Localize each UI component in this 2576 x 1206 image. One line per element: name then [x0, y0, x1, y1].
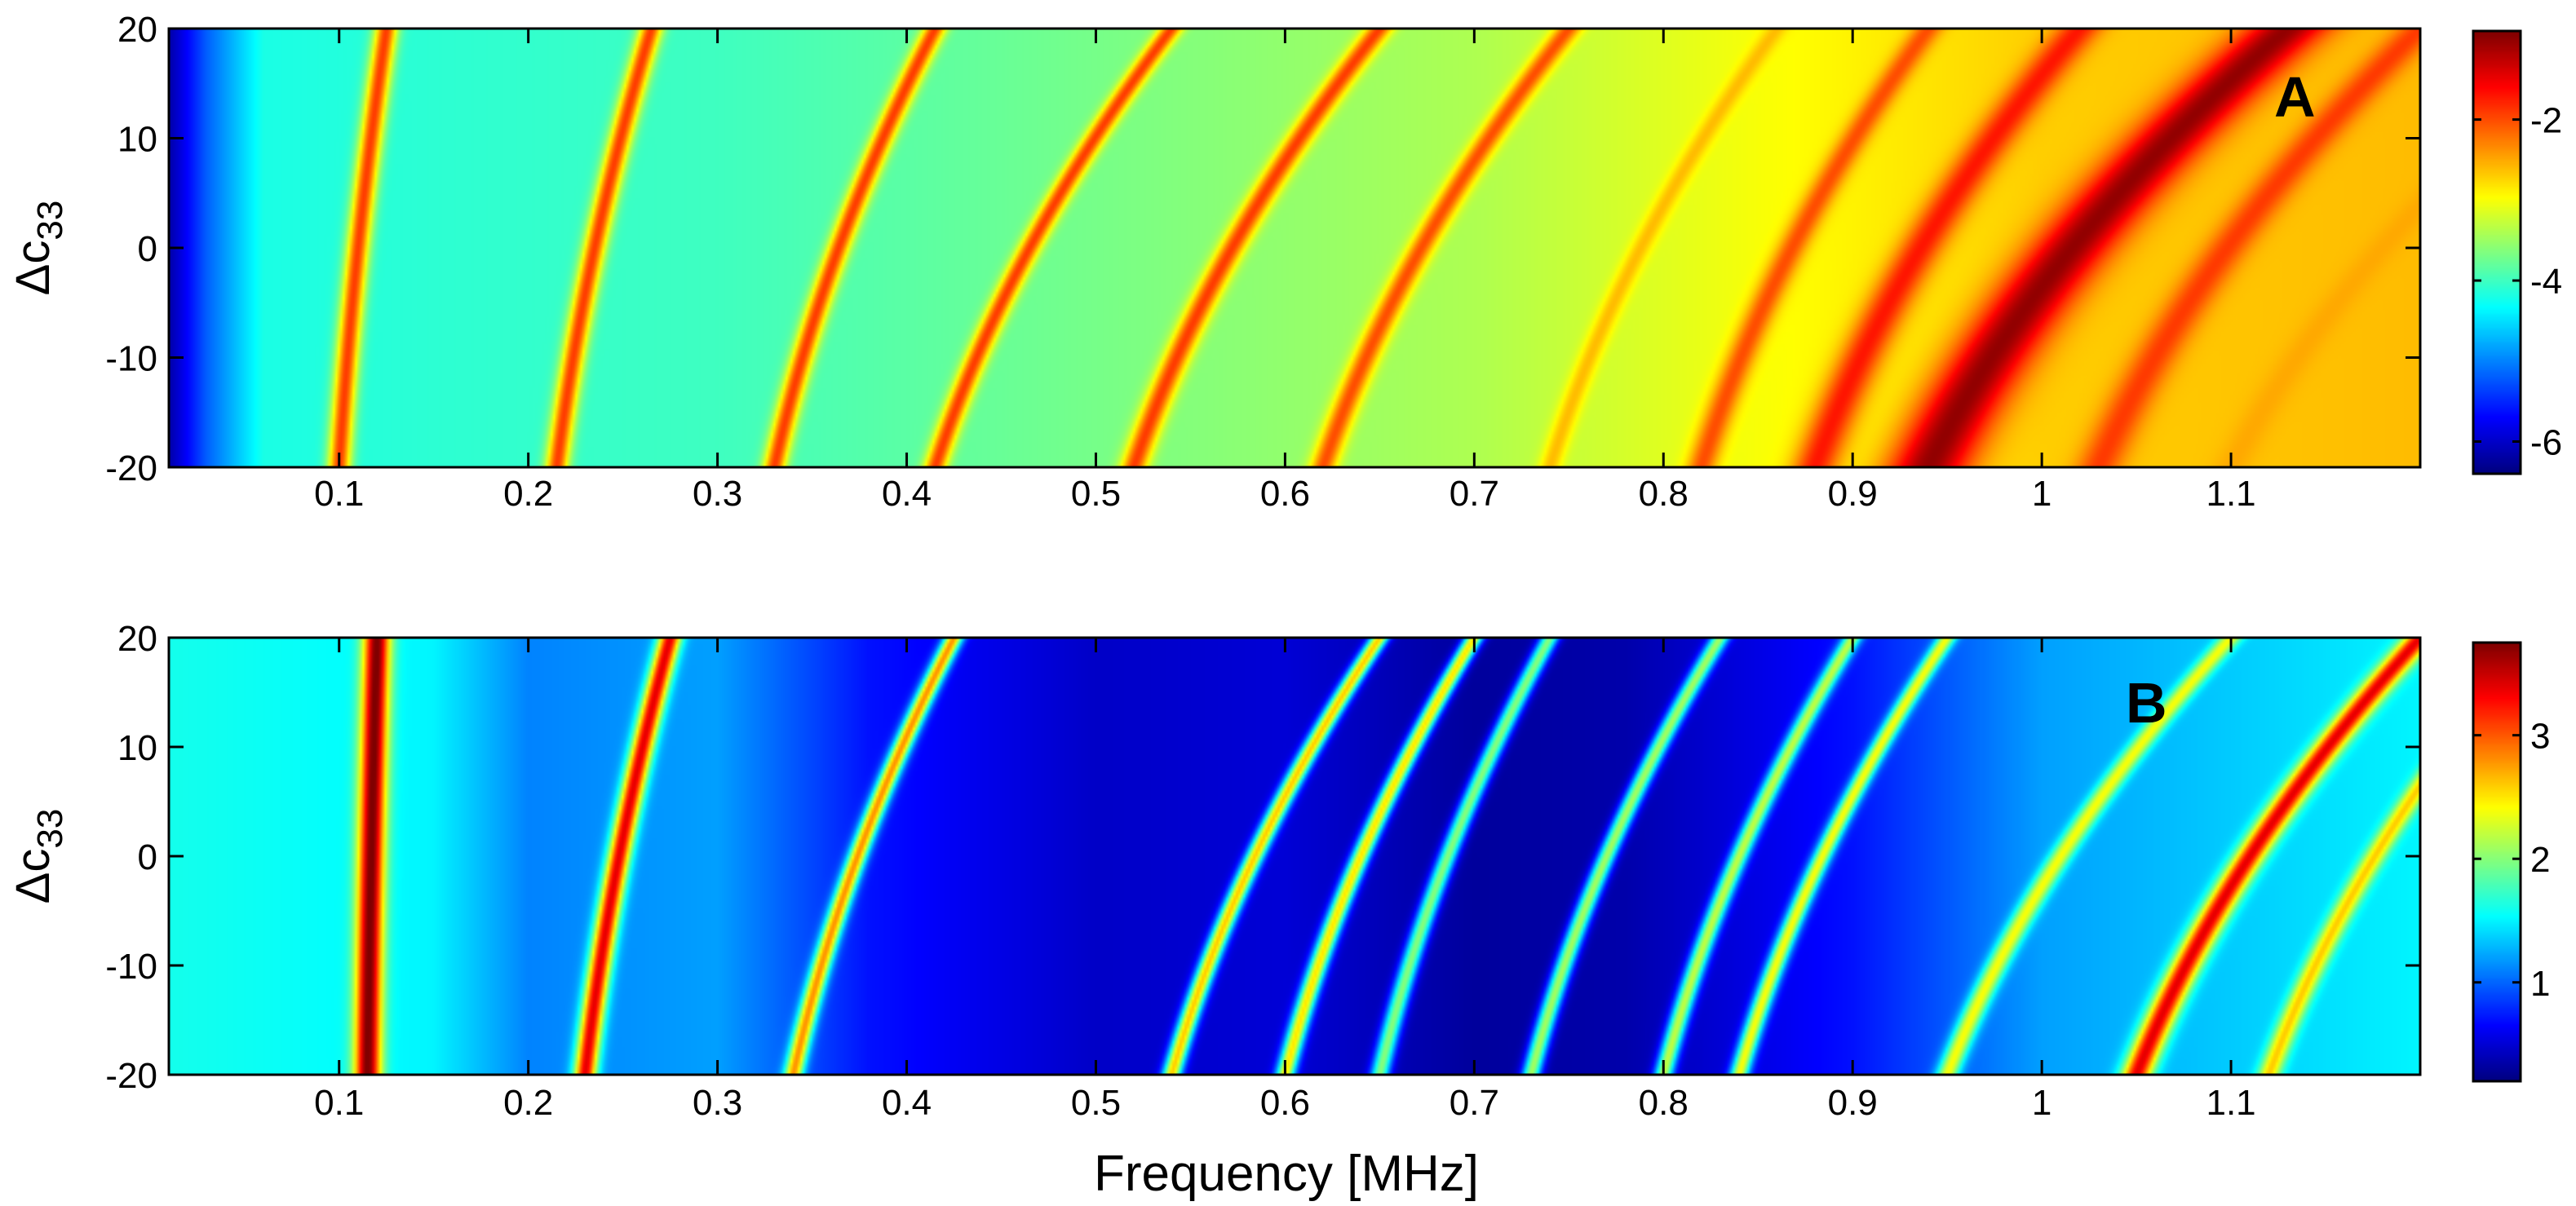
- panel-b: 0.1 0.2 0.3 0.4 0.5 0.6 0.7 0.8 0.9 1 1.1 20 10 0 -10 -…: [7, 619, 2550, 1123]
- x-tick-label: 0.2: [503, 1083, 553, 1123]
- ticks-b: 0.1 0.2 0.3 0.4 0.5 0.6 0.7 0.8 0.9 1 1.1 20 10 0 -10 -…: [105, 619, 2420, 1123]
- x-tick-label: 0.6: [1260, 474, 1310, 514]
- x-tick-label: 0.1: [314, 1083, 364, 1123]
- panel-label-b: B: [2126, 671, 2167, 735]
- x-tick-label: 0.5: [1071, 474, 1121, 514]
- panel-a: 0.1 0.2 0.3 0.4 0.5 0.6 0.7 0.8 0.9 1 1.1 20 10 0 -10 -…: [7, 10, 2562, 514]
- y-axis-label-b-subscript: 33: [30, 809, 70, 849]
- colorbar-b: [2473, 643, 2521, 1081]
- x-tick-label: 0.5: [1071, 1083, 1121, 1123]
- x-tick-label: 1: [2032, 474, 2052, 514]
- panel-label-a: A: [2274, 65, 2316, 129]
- y-tick-label: 20: [117, 619, 157, 659]
- y-axis-label-a-main: Δc: [7, 241, 60, 296]
- colorbar-a-frame: [2472, 29, 2522, 475]
- colorbar-tick-label: 3: [2530, 717, 2550, 757]
- heatmap-b-plot-area: [169, 638, 2420, 1075]
- x-tick-label: 0.7: [1450, 474, 1499, 514]
- x-tick-label: 0.7: [1450, 1083, 1499, 1123]
- x-axis-label: Frequency [MHz]: [1094, 1146, 1479, 1202]
- x-tick-label: 0.8: [1639, 1083, 1689, 1123]
- y-tick-label: -20: [105, 1056, 157, 1096]
- y-tick-label: 10: [117, 120, 157, 160]
- x-tick-label: 0.3: [693, 1083, 742, 1123]
- y-axis-label-a: Δc33: [7, 201, 70, 296]
- colorbar-tick-label: -4: [2530, 262, 2562, 302]
- colorbar-tick-label: -2: [2530, 101, 2562, 141]
- colorbar-a: [2473, 31, 2521, 474]
- x-tick-label: 0.9: [1828, 474, 1878, 514]
- colorbar-tick-label: 2: [2530, 840, 2550, 880]
- x-tick-label: 0.8: [1639, 474, 1689, 514]
- heatmap-a-plot-area: [169, 29, 2420, 467]
- x-tick-label: 1.1: [2206, 474, 2255, 514]
- y-axis-label-a-subscript: 33: [30, 201, 70, 241]
- y-tick-label: 20: [117, 10, 157, 50]
- x-tick-label: 0.1: [314, 474, 364, 514]
- x-tick-label: 0.3: [693, 474, 742, 514]
- y-tick-label: 10: [117, 728, 157, 768]
- y-axis-label-b-main: Δc: [7, 849, 60, 904]
- x-tick-label: 1.1: [2206, 1083, 2255, 1123]
- colorbar-a-ticks: -2 -4 -6: [2473, 101, 2562, 463]
- x-tick-label: 1: [2032, 1083, 2052, 1123]
- colorbar-b-frame: [2472, 641, 2522, 1083]
- x-tick-label: 0.6: [1260, 1083, 1310, 1123]
- y-tick-label: 0: [138, 229, 157, 269]
- y-axis-label-b: Δc33: [7, 809, 70, 904]
- colorbar-b-ticks: 3 2 1: [2473, 717, 2550, 1004]
- colorbar-tick-label: -6: [2530, 423, 2562, 463]
- ticks-a: 0.1 0.2 0.3 0.4 0.5 0.6 0.7 0.8 0.9 1 1.1 20 10 0 -10 -…: [105, 10, 2420, 514]
- x-tick-label: 0.9: [1828, 1083, 1878, 1123]
- x-tick-label: 0.2: [503, 474, 553, 514]
- y-tick-label: -10: [105, 947, 157, 987]
- y-tick-label: -20: [105, 448, 157, 488]
- x-tick-label: 0.4: [882, 1083, 932, 1123]
- colorbar-tick-label: 1: [2530, 964, 2550, 1004]
- x-tick-label: 0.4: [882, 474, 932, 514]
- y-tick-label: -10: [105, 339, 157, 379]
- y-tick-label: 0: [138, 837, 157, 877]
